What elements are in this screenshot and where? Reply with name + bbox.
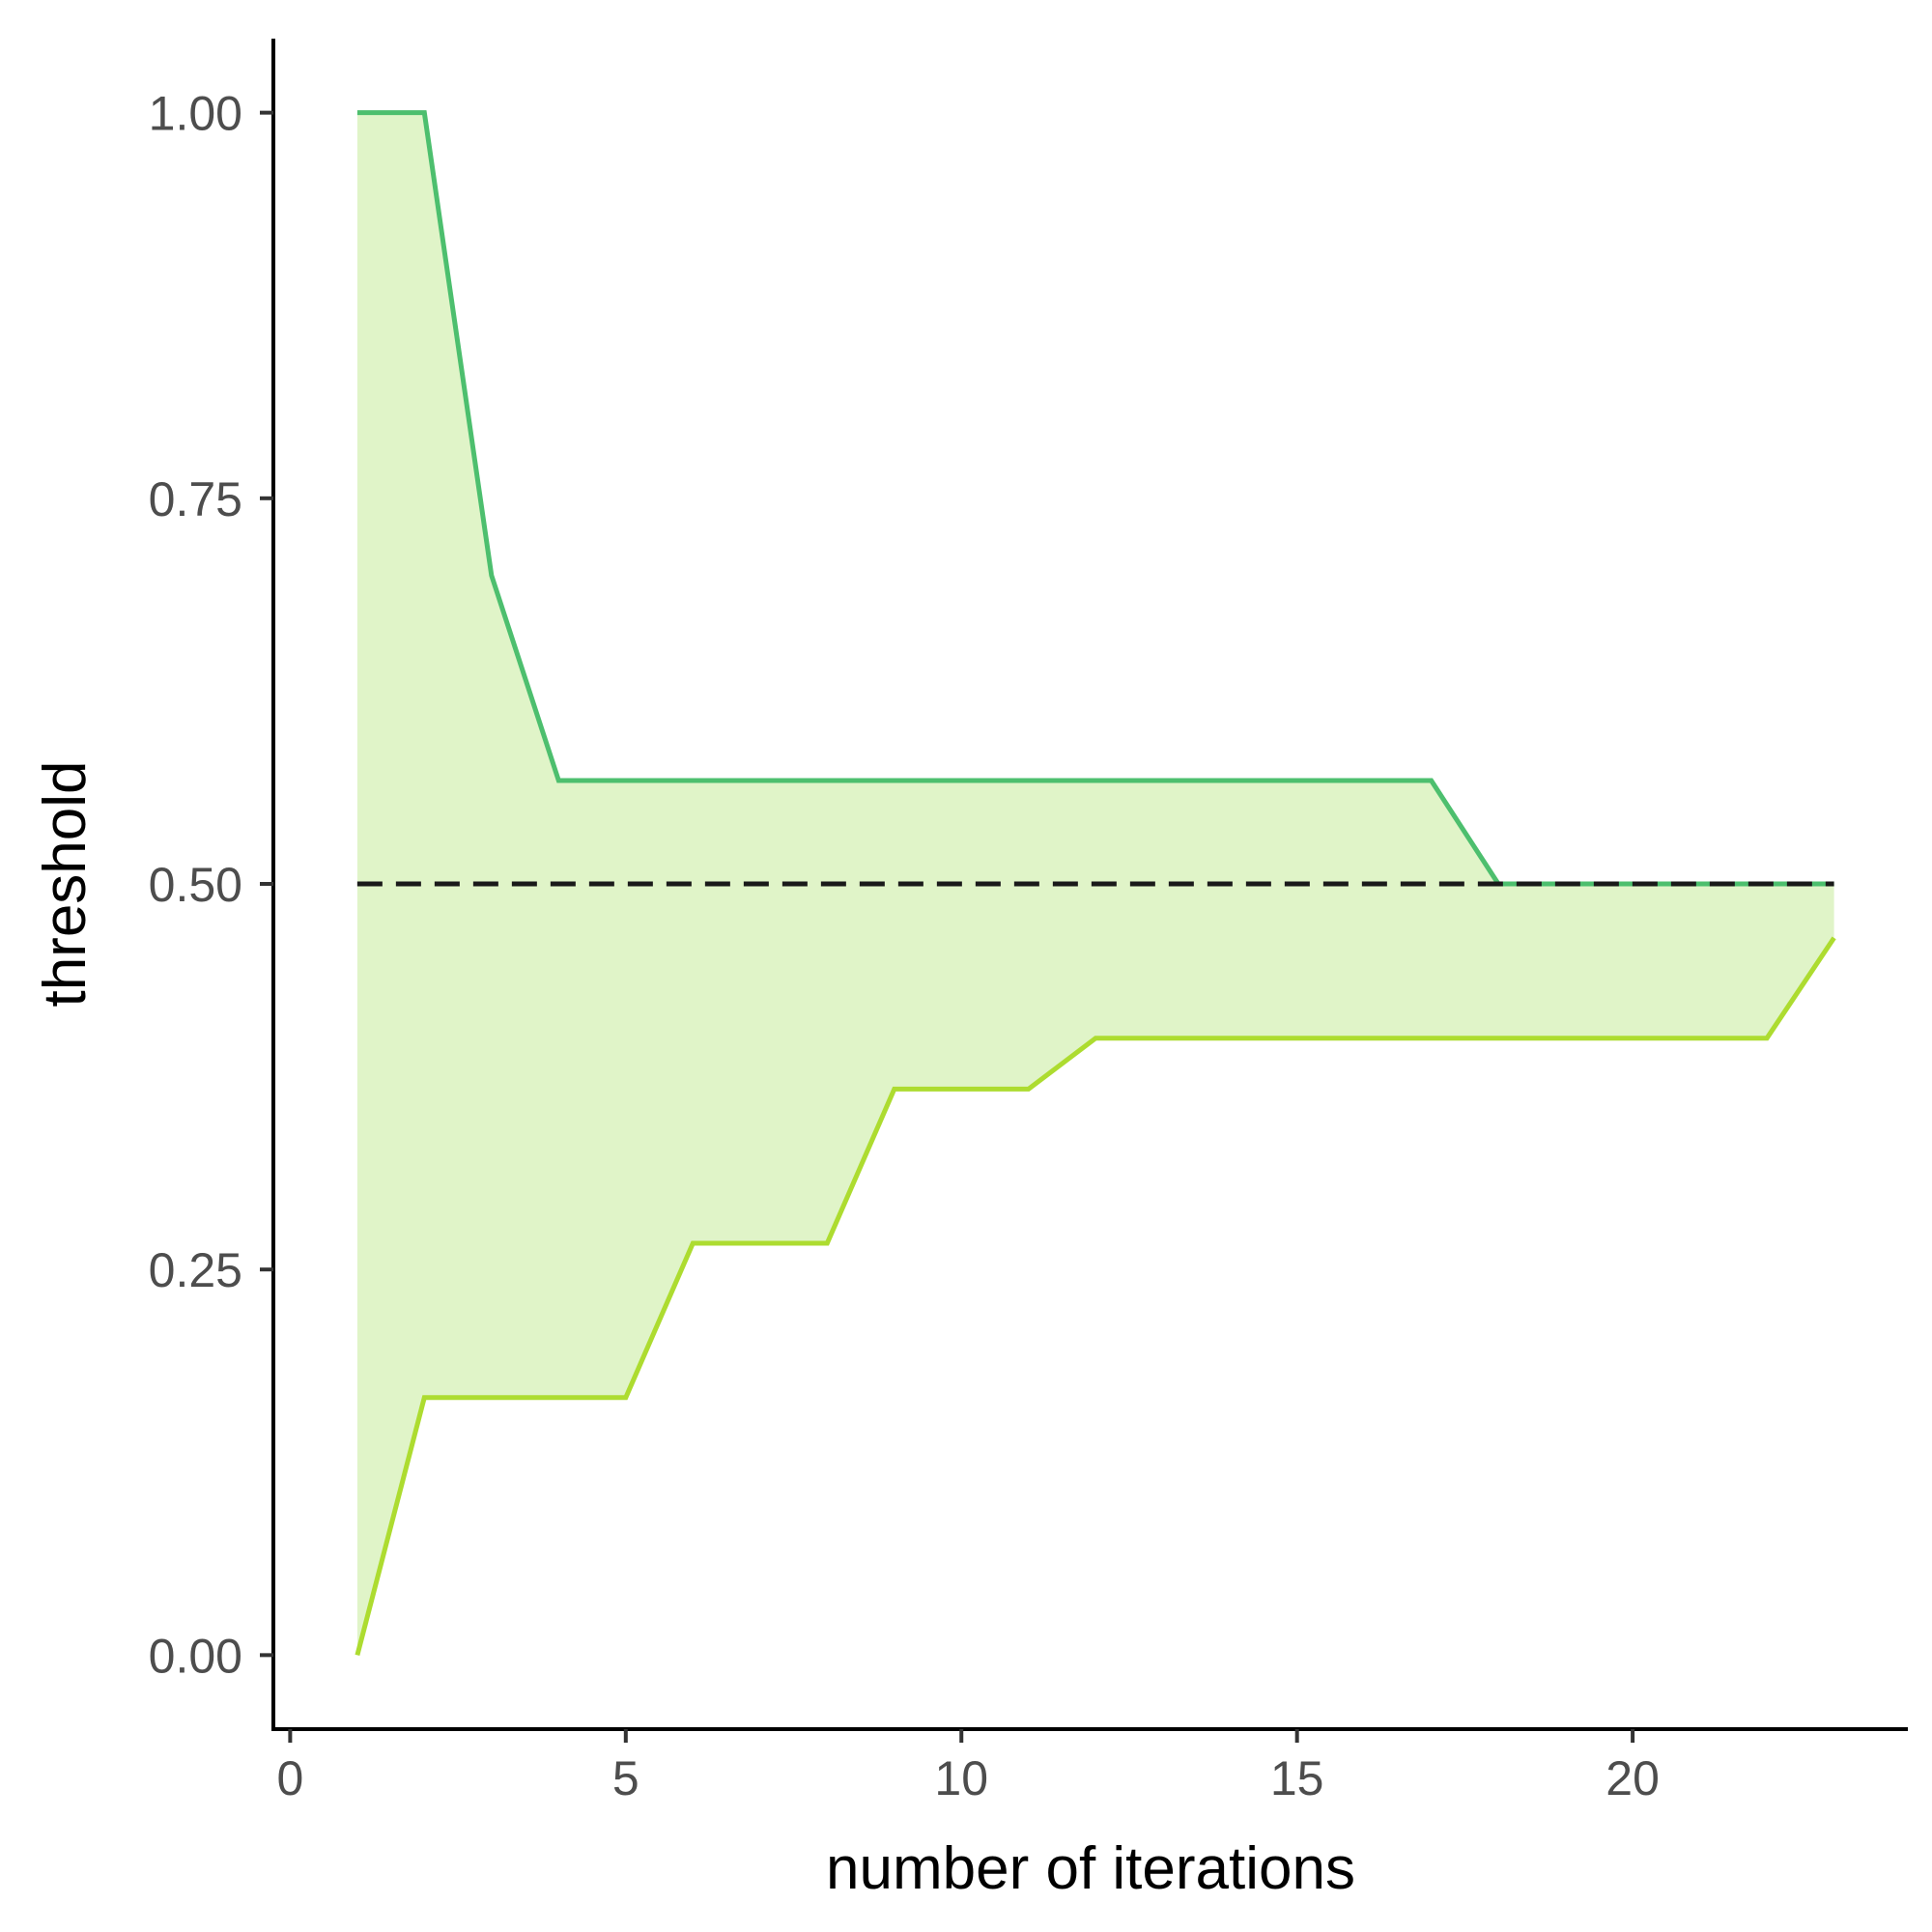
x-tick-label: 15 — [1270, 1751, 1324, 1805]
x-tick-label: 5 — [612, 1751, 639, 1805]
axes: 0 5 10 15 20 0.00 0.25 0.50 0.75 1.00 — [149, 39, 1908, 1805]
y-tick-label: 0.75 — [149, 472, 242, 526]
y-tick-label: 0.00 — [149, 1629, 242, 1683]
series-line-upper — [356, 110, 1834, 887]
y-tick-label: 1.00 — [149, 87, 242, 141]
y-axis-title: threshold — [32, 760, 99, 1007]
x-tick-label: 0 — [276, 1751, 303, 1805]
y-tick-label: 0.50 — [149, 858, 242, 912]
x-axis-ticks: 0 5 10 15 20 — [276, 1729, 1660, 1805]
plot-area — [355, 110, 1836, 1657]
y-axis-ticks: 0.00 0.25 0.50 0.75 1.00 — [149, 87, 273, 1683]
series-line-lower — [355, 936, 1836, 1657]
y-tick-label: 0.25 — [149, 1243, 242, 1297]
x-tick-label: 20 — [1605, 1751, 1660, 1805]
x-tick-label: 10 — [934, 1751, 988, 1805]
x-axis-title: number of iterations — [826, 1835, 1355, 1902]
